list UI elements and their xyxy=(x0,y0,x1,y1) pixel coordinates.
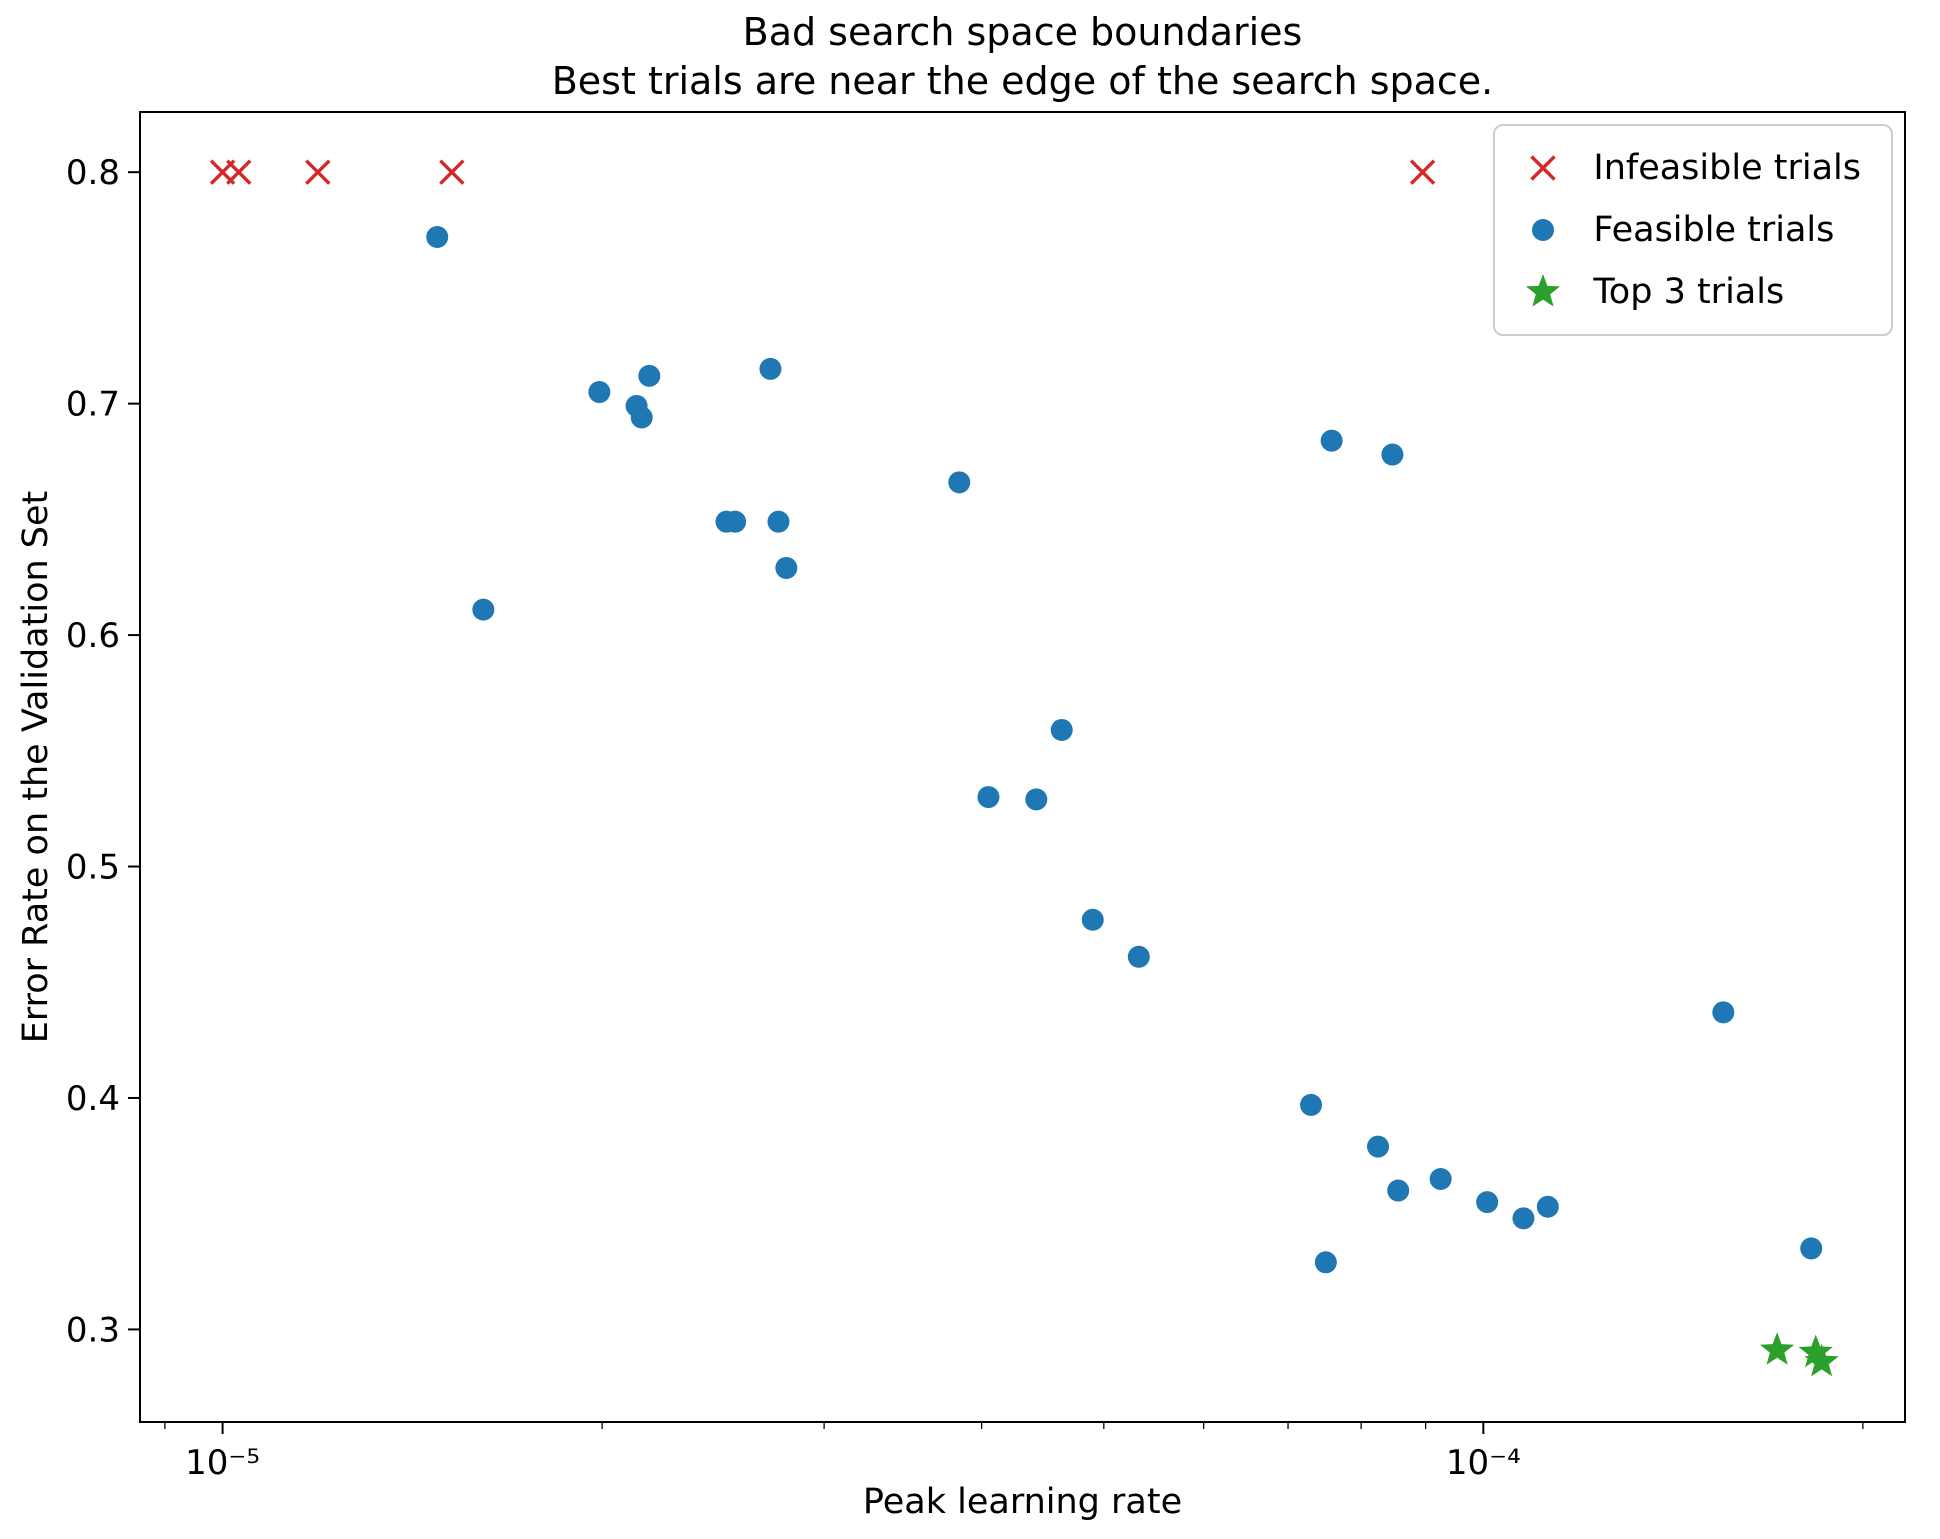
y-tick-label: 0.4 xyxy=(66,1079,120,1119)
y-axis-label: Error Rate on the Validation Set xyxy=(16,490,56,1044)
data-point xyxy=(1320,429,1343,452)
data-point xyxy=(767,510,790,533)
data-point xyxy=(724,510,747,533)
data-point xyxy=(638,364,661,387)
data-point xyxy=(1512,1207,1535,1230)
data-point xyxy=(1314,1251,1337,1274)
legend-item-top-3-trials: Top 3 trials xyxy=(1511,262,1861,322)
data-point xyxy=(1476,1191,1499,1214)
circle-marker xyxy=(1532,219,1555,241)
legend-label: Top 3 trials xyxy=(1593,272,1785,312)
chart-title: Bad search space boundaries Best trials … xyxy=(140,8,1905,107)
data-point xyxy=(1760,1332,1795,1365)
data-point xyxy=(775,556,798,579)
data-point xyxy=(1804,1343,1839,1377)
data-point xyxy=(1429,1167,1452,1190)
y-tick-label: 0.5 xyxy=(66,848,120,888)
data-point xyxy=(1081,908,1104,931)
star-marker xyxy=(1526,274,1561,307)
x-marker-icon xyxy=(1530,155,1557,181)
data-point xyxy=(1050,718,1073,741)
chart-title-line1: Bad search space boundaries xyxy=(742,10,1303,54)
data-point xyxy=(977,786,1000,809)
x-tick-label: 10⁻⁴ xyxy=(1446,1443,1521,1483)
data-point xyxy=(1800,1237,1823,1260)
series-infeasible-trials xyxy=(209,159,1436,185)
data-point xyxy=(439,159,465,185)
x-axis-label: Peak learning rate xyxy=(862,1482,1183,1522)
series-top-3-trials xyxy=(1760,1332,1839,1377)
x-marker xyxy=(1530,155,1557,181)
data-point xyxy=(759,357,782,380)
data-point xyxy=(472,598,495,621)
data-point xyxy=(1381,443,1404,466)
data-point xyxy=(1712,1001,1735,1024)
legend-item-infeasible-trials: Infeasible trials xyxy=(1511,138,1861,198)
data-point xyxy=(1798,1334,1833,1368)
data-point xyxy=(226,159,252,185)
data-point xyxy=(1387,1179,1410,1202)
legend-label: Feasible trials xyxy=(1593,210,1835,250)
data-point xyxy=(426,225,449,248)
star-marker-icon xyxy=(1526,274,1561,307)
legend: Infeasible trials Feasible trials Top 3 tr… xyxy=(1493,124,1893,336)
data-point xyxy=(305,159,331,185)
data-point xyxy=(1536,1195,1559,1218)
y-tick-label: 0.3 xyxy=(66,1310,120,1350)
x-axis-ticks: 10⁻⁵ 10⁻⁴ xyxy=(164,1422,1864,1483)
y-tick-label: 0.7 xyxy=(66,385,120,425)
data-point xyxy=(948,471,971,494)
legend-item-feasible-trials: Feasible trials xyxy=(1511,200,1861,260)
data-point xyxy=(1409,159,1436,185)
y-tick-label: 0.6 xyxy=(66,616,120,656)
data-point xyxy=(1367,1135,1390,1158)
legend-label: Infeasible trials xyxy=(1593,148,1861,188)
data-point xyxy=(1300,1093,1323,1116)
axes-frame xyxy=(139,111,1906,1423)
data-point xyxy=(588,381,611,404)
data-point xyxy=(1025,788,1048,811)
circle-marker-icon xyxy=(1532,219,1555,241)
data-point xyxy=(630,406,653,429)
x-tick-label: 10⁻⁵ xyxy=(185,1443,260,1483)
data-point xyxy=(1127,945,1150,968)
chart-title-line2: Best trials are near the edge of the sea… xyxy=(551,59,1494,104)
y-axis-ticks: 0.3 0.4 0.5 0.6 0.7 0.8 xyxy=(66,153,140,1350)
y-tick-label: 0.8 xyxy=(66,153,120,193)
series-feasible-trials xyxy=(426,225,1823,1274)
